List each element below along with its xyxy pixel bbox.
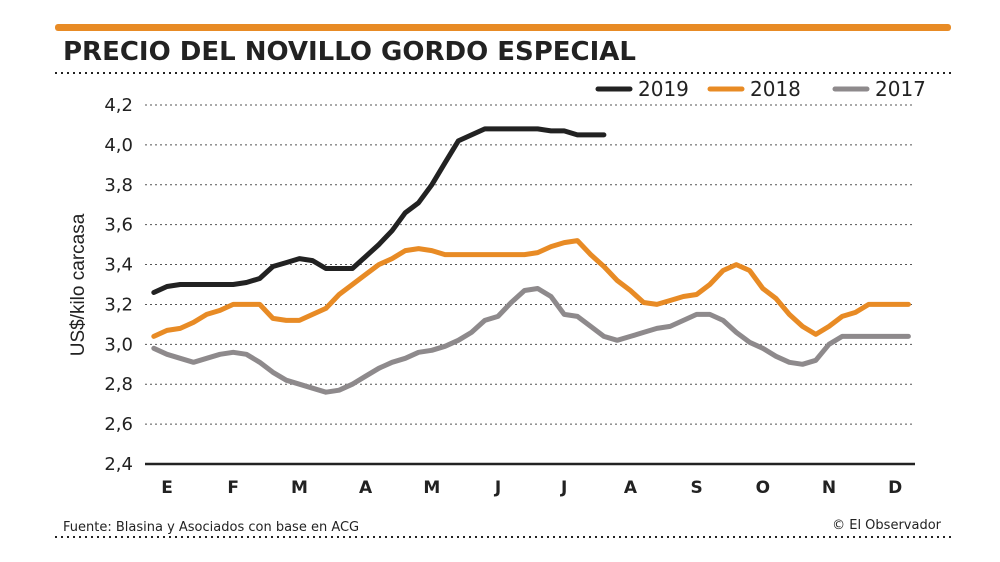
x-tick-label: M: [423, 478, 440, 498]
series-line-2017: [151, 286, 911, 395]
x-tick-label: F: [227, 478, 239, 498]
series-line-2019: [151, 126, 607, 295]
y-tick-label: 3,0: [104, 334, 133, 355]
x-tick-label: N: [822, 478, 836, 498]
x-tick-label: M: [291, 478, 308, 498]
x-tick-label: D: [888, 478, 902, 498]
legend-label-2019: 2019: [638, 77, 689, 101]
x-tick-label: E: [161, 478, 173, 498]
y-tick-label: 3,4: [104, 255, 133, 276]
x-tick-label: O: [756, 478, 770, 498]
y-tick-labels: 2,4 2,6 2,8 3,0 3,2 3,4 3,6 3,8 4,0 4,2: [104, 95, 133, 475]
header-accent-bar: [55, 24, 951, 31]
legend: 2019 2018 2017: [595, 77, 926, 101]
x-tick-label: J: [560, 478, 567, 498]
y-tick-label: 3,6: [104, 215, 133, 236]
y-tick-label: 2,6: [104, 414, 133, 435]
x-tick-label: J: [494, 478, 501, 498]
grid: [145, 104, 915, 466]
legend-label-2018: 2018: [750, 77, 801, 101]
chart-title: PRECIO DEL NOVILLO GORDO ESPECIAL: [63, 37, 636, 67]
y-tick-label: 3,2: [104, 294, 133, 315]
y-tick-label: 3,8: [104, 175, 133, 196]
x-tick-label: S: [690, 478, 702, 498]
legend-label-2017: 2017: [875, 77, 926, 101]
y-tick-label: 2,8: [104, 374, 133, 395]
series-line-2018: [151, 238, 911, 339]
y-tick-label: 4,0: [104, 135, 133, 156]
x-tick-label: A: [359, 478, 373, 498]
x-tick-label: A: [624, 478, 638, 498]
y-axis-label: US$/kilo carcasa: [68, 213, 89, 356]
source-note: Fuente: Blasina y Asociados con base en …: [63, 520, 359, 535]
series-lines: [151, 126, 911, 395]
y-tick-label: 4,2: [104, 95, 133, 116]
credit-note: © El Observador: [832, 518, 942, 533]
y-tick-label: 2,4: [104, 454, 133, 475]
